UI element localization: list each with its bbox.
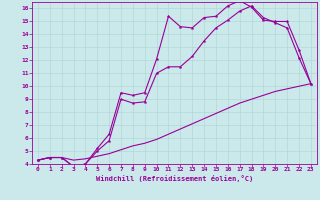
X-axis label: Windchill (Refroidissement éolien,°C): Windchill (Refroidissement éolien,°C) xyxy=(96,175,253,182)
